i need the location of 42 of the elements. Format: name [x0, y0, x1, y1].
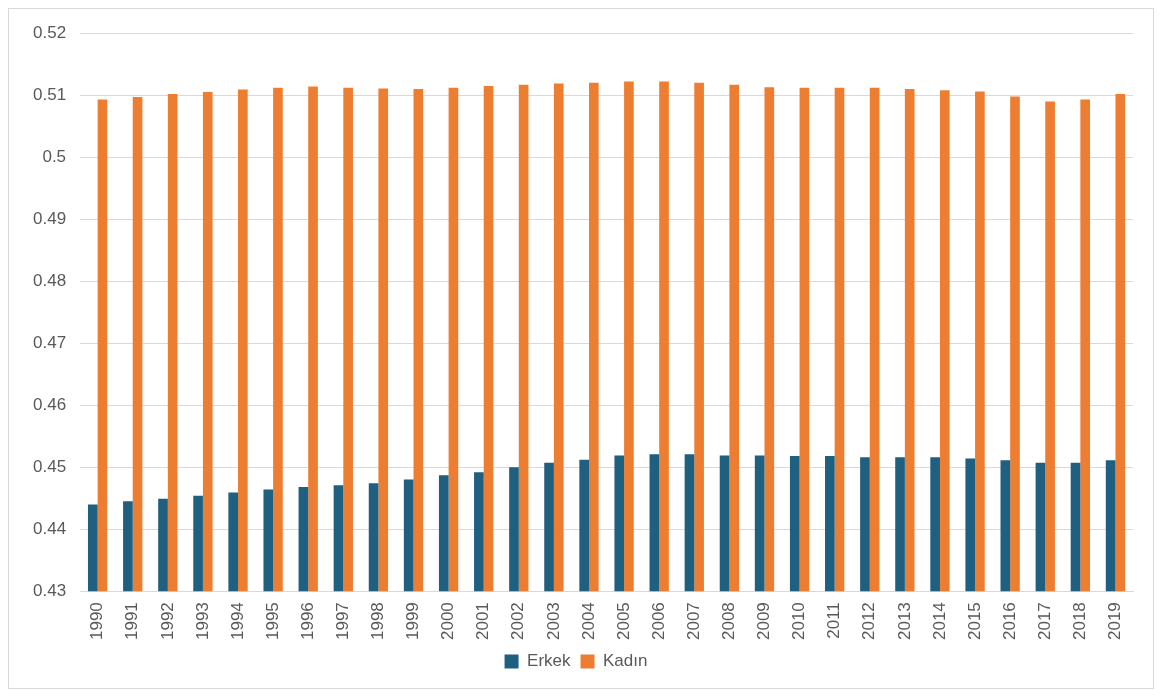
x-tick-label: 1995 [262, 602, 282, 641]
legend-label: Erkek [527, 651, 572, 671]
x-tick-label: 2004 [578, 602, 598, 641]
x-tick-label: 2010 [789, 602, 809, 641]
x-tick-label: 2015 [964, 602, 984, 641]
y-tick-label: 0.46 [32, 394, 67, 414]
y-tick-label: 0.51 [32, 84, 67, 104]
x-tick-label: 1990 [87, 602, 107, 641]
x-tick-label: 2013 [894, 602, 914, 641]
x-tick-label: 1999 [403, 602, 423, 641]
x-tick-label: 2001 [473, 602, 493, 641]
y-tick-label: 0.43 [32, 580, 67, 600]
x-tick-label: 2005 [613, 602, 633, 641]
x-tick-label: 2007 [683, 602, 703, 641]
y-tick-label: 0.44 [32, 518, 67, 538]
x-tick-label: 1991 [122, 602, 142, 641]
x-tick-label: 2017 [1034, 602, 1054, 641]
x-tick-label: 2009 [754, 602, 774, 641]
x-tick-label: 2012 [859, 602, 879, 641]
x-tick-label: 1993 [192, 602, 212, 641]
x-tick-label: 1997 [333, 602, 352, 641]
x-tick-label: 2014 [929, 602, 949, 641]
x-tick-label: 2011 [824, 602, 844, 639]
y-tick-label: 0.5 [42, 146, 67, 166]
x-tick-label: 2003 [543, 602, 563, 641]
legend-label: Kadın [603, 651, 648, 671]
y-tick-label: 0.48 [32, 270, 67, 290]
y-tick-label: 0.49 [32, 208, 67, 228]
y-tick-label: 0.47 [32, 332, 67, 352]
x-tick-label: 1998 [368, 602, 388, 641]
x-tick-label: 2019 [1105, 602, 1125, 641]
x-tick-label: 2000 [438, 602, 458, 641]
y-tick-label: 0.45 [32, 456, 67, 476]
x-tick-label: 1994 [227, 602, 247, 641]
x-tick-label: 2006 [648, 602, 668, 641]
x-tick-label: 2018 [1070, 602, 1090, 641]
x-tick-label: 1996 [297, 602, 317, 641]
y-tick-label: 0.52 [32, 22, 67, 42]
x-tick-label: 2002 [508, 602, 528, 641]
x-tick-label: 2016 [999, 602, 1019, 641]
x-tick-label: 2008 [719, 602, 739, 641]
x-tick-label: 1992 [157, 602, 177, 641]
